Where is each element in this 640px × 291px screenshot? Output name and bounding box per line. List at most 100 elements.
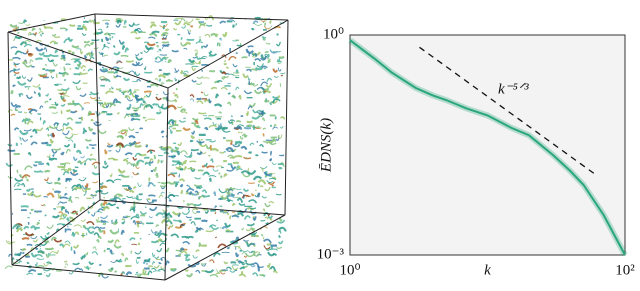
vortex-filament [29, 112, 33, 115]
vortex-filament [120, 54, 129, 58]
vortex-filament [277, 67, 282, 72]
vortex-filament [173, 27, 178, 31]
vortex-filament [268, 201, 275, 204]
vortex-filament [174, 98, 178, 103]
cube-edge [164, 214, 286, 281]
vortex-filament [242, 188, 250, 192]
vortex-filament [237, 143, 241, 147]
vortex-filament [26, 49, 29, 54]
vortex-filament [221, 126, 229, 131]
vortex-filament [200, 263, 206, 265]
vortex-filament [113, 193, 123, 198]
vortex-filament [87, 229, 95, 234]
vortex-filament [260, 54, 264, 59]
vortex-filament [60, 162, 67, 166]
vortex-filament [37, 250, 45, 255]
vortex-filament [237, 165, 241, 169]
vortex-filament [118, 39, 125, 45]
vortex-filament [260, 20, 266, 22]
vortex-filament [60, 206, 66, 211]
vortex-filament [21, 237, 30, 241]
vortex-filament [240, 131, 243, 134]
vortex-filament [204, 126, 209, 131]
vortex-filament [101, 104, 106, 109]
vortex-filament [126, 106, 132, 110]
vortex-filament [134, 112, 139, 116]
vortex-filament [42, 53, 53, 58]
vortex-filament [171, 121, 175, 125]
vortex-filament [59, 27, 67, 30]
vortex-filament [245, 48, 254, 54]
vortex-filament [31, 128, 38, 134]
vortex-filament [59, 217, 65, 221]
vortex-filament [13, 62, 20, 65]
vortex-filament [242, 265, 249, 268]
vortex-filament [52, 153, 55, 157]
vortex-filament [107, 202, 117, 207]
vortex-filament [235, 39, 240, 42]
vortex-filament [89, 41, 95, 46]
vortex-filament [173, 93, 179, 99]
vortex-filament [25, 23, 31, 26]
vortex-filament [155, 224, 160, 228]
vortex-filament [80, 255, 84, 260]
vortex-filament [129, 237, 136, 241]
vortex-filament [31, 27, 36, 32]
vortex-filament [120, 252, 125, 257]
vortex-filament [158, 194, 164, 199]
vortex-filament [52, 188, 55, 191]
vortex-filament [91, 131, 97, 135]
vortex-filament [205, 145, 212, 150]
vortex-filament [103, 101, 108, 106]
vortex-filament [44, 100, 49, 104]
vortex-filament [105, 179, 115, 184]
vortex-filament [45, 253, 50, 258]
vortex-filament [235, 188, 242, 190]
vortex-filament [205, 229, 215, 233]
vortex-filament [82, 25, 88, 31]
vortex-filament [135, 213, 140, 219]
vortex-filament [40, 235, 49, 240]
vortex-filament [241, 261, 246, 266]
vortex-filament [269, 265, 276, 272]
vortex-filament [23, 128, 32, 132]
vortex-filament [151, 30, 160, 34]
vortex-filament [46, 154, 51, 158]
vortex-filament [33, 169, 42, 173]
vortex-filament [75, 149, 82, 155]
vortex-filament [280, 72, 286, 74]
vortex-filament [173, 195, 180, 197]
vortex-filament [224, 72, 230, 76]
vortex-filament [88, 126, 94, 132]
vortex-filament [185, 215, 192, 219]
vortex-filament [199, 57, 206, 60]
vortex-filament [273, 75, 279, 78]
vortex-filament [115, 142, 125, 148]
vortex-filament [136, 222, 143, 224]
vortex-filament [229, 156, 235, 160]
vortex-filament [225, 66, 229, 69]
vortex-filament [124, 152, 133, 156]
vortex-filament [115, 17, 122, 20]
vortex-filament [100, 202, 104, 207]
vortex-filament [83, 254, 87, 259]
vortex-filament [93, 164, 98, 169]
vortex-filament [134, 152, 142, 158]
vortex-filament [113, 76, 117, 79]
vortex-filament [137, 182, 142, 188]
vortex-filament [136, 223, 140, 228]
vortex-filament [129, 208, 136, 213]
vortex-filament [135, 141, 141, 144]
vortex-filament [151, 267, 157, 271]
vortex-filament [269, 49, 278, 54]
vortex-filament [229, 186, 236, 191]
vortex-filament [34, 262, 38, 267]
vortex-filament [148, 215, 153, 218]
vortex-filament [37, 272, 43, 276]
vortex-filament [74, 166, 79, 169]
vortex-filament [271, 95, 279, 99]
vortex-filament [132, 156, 138, 161]
vortex-filament [23, 40, 31, 44]
vortex-filament [105, 36, 110, 42]
